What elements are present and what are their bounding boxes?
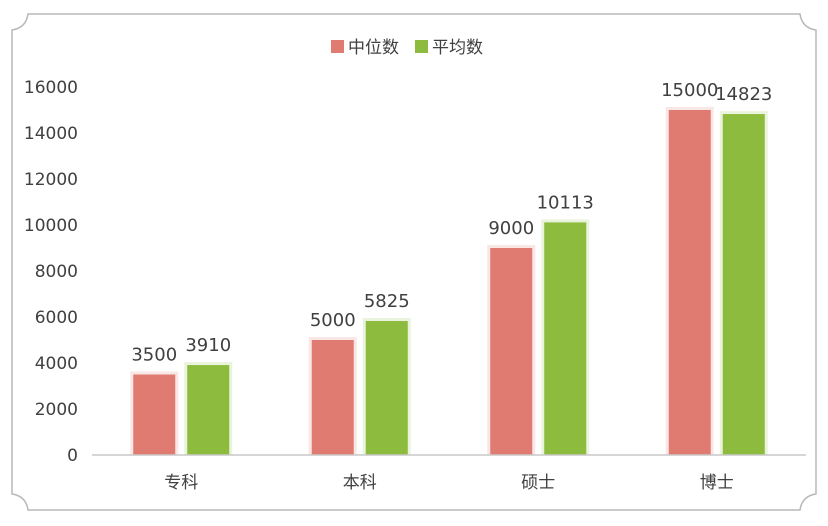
data-label: 3910 (185, 335, 231, 356)
x-axis: 专科 本科 硕士 博士 (164, 473, 734, 493)
bar-median (133, 374, 176, 455)
y-axis: 0 2000 4000 6000 8000 10000 12000 14000 16000 (24, 78, 78, 466)
bars (130, 107, 768, 456)
category-label: 博士 (700, 473, 734, 493)
y-tick-label: 10000 (24, 216, 78, 236)
bar-mean (365, 321, 408, 455)
category-label: 本科 (343, 473, 377, 493)
y-tick-label: 12000 (24, 170, 78, 190)
data-label: 15000 (661, 80, 718, 101)
y-tick-label: 14000 (24, 124, 78, 144)
legend-swatch (415, 40, 428, 53)
data-label: 5000 (310, 310, 356, 331)
data-label: 9000 (488, 218, 534, 239)
data-label: 3500 (131, 345, 177, 366)
bar-mean (722, 114, 765, 456)
legend-label: 中位数 (348, 38, 399, 58)
data-label: 10113 (537, 192, 594, 213)
y-tick-label: 4000 (35, 354, 78, 374)
y-tick-label: 16000 (24, 78, 78, 98)
legend-swatch (331, 40, 344, 53)
legend-label: 平均数 (432, 38, 483, 58)
y-tick-label: 2000 (35, 400, 78, 420)
data-label: 5825 (364, 291, 410, 312)
legend: 中位数 平均数 (331, 38, 483, 58)
category-label: 硕士 (521, 473, 555, 493)
bar-median (668, 110, 711, 455)
bar-mean (544, 222, 587, 455)
bar-mean (187, 365, 230, 455)
category-label: 专科 (164, 473, 198, 493)
bar-median (490, 248, 533, 455)
y-tick-label: 0 (67, 446, 78, 466)
y-tick-label: 6000 (35, 308, 78, 328)
y-tick-label: 8000 (35, 262, 78, 282)
bar-median (311, 340, 354, 455)
data-label: 14823 (715, 84, 772, 105)
